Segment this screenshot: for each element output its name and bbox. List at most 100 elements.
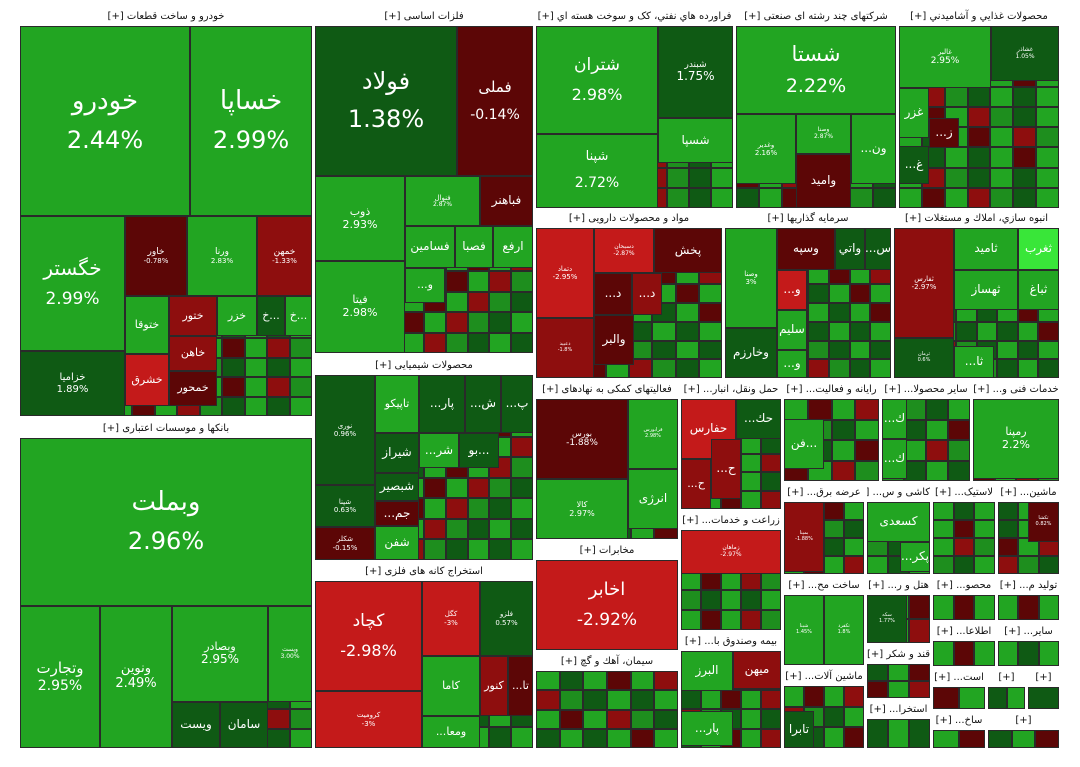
stock-tile[interactable]: کسعدی — [867, 502, 930, 542]
sector-otherprod[interactable]: سایر محصولا... [+] ...ك ...ك — [882, 381, 970, 481]
company-cell[interactable] — [630, 671, 655, 691]
sector-header[interactable]: حمل ونقل، انبار... [+] — [681, 381, 781, 399]
sector-header[interactable]: سیمان، آهك و گچ [+] — [536, 653, 678, 671]
sector-auto[interactable]: خودرو و ساخت قطعات [+] خودرو 2.44% خساپا 2.9… — [20, 8, 312, 416]
company-cell[interactable] — [804, 686, 824, 707]
company-cell[interactable] — [761, 728, 781, 748]
company-cell[interactable] — [1018, 556, 1039, 574]
company-cell[interactable] — [926, 419, 948, 440]
company-cell[interactable] — [489, 727, 512, 748]
sector-header[interactable]: محصولات غذايي و آشاميدني [+] — [899, 8, 1059, 26]
company-cell[interactable] — [990, 187, 1014, 208]
company-cell[interactable] — [855, 460, 879, 481]
company-cell[interactable] — [974, 641, 995, 666]
company-cell[interactable] — [873, 187, 896, 208]
stock-tile[interactable]: ثامید — [954, 228, 1018, 270]
company-cell[interactable] — [824, 706, 844, 728]
company-cell[interactable] — [559, 709, 584, 729]
stock-tile[interactable]: ...و — [777, 270, 807, 310]
sector-header[interactable]: است... [+] — [933, 669, 985, 687]
company-cell[interactable] — [808, 321, 829, 341]
company-cell[interactable] — [904, 460, 926, 481]
company-cell[interactable] — [850, 187, 874, 208]
company-cell[interactable] — [424, 498, 446, 519]
sector-info[interactable]: اطلاعا... [+] — [933, 623, 995, 666]
sector-pharma[interactable]: مواد و محصولات دارویی [+] دتماد -2.95% دسبح… — [536, 210, 722, 378]
stock-tile[interactable]: خمحور — [169, 371, 217, 406]
company-cell[interactable] — [1036, 106, 1059, 128]
company-cell[interactable] — [445, 539, 468, 560]
sector-header[interactable]: بانکها و موسسات اعتباری [+] — [20, 420, 312, 438]
company-cell[interactable] — [849, 284, 871, 303]
company-cell[interactable] — [909, 664, 930, 681]
stock-tile[interactable]: ...ح — [711, 439, 741, 499]
stock-tile[interactable]: شبندر 1.75% — [658, 26, 733, 118]
company-cell[interactable] — [424, 518, 446, 540]
sector-header[interactable]: محصو... [+] — [933, 577, 995, 595]
company-cell[interactable] — [855, 440, 879, 461]
stock-tile[interactable]: خاهن — [169, 336, 217, 371]
stock-tile[interactable]: شفن — [375, 526, 419, 560]
stock-tile[interactable]: فسامین — [405, 226, 455, 268]
company-cell[interactable] — [1036, 86, 1059, 107]
company-cell[interactable] — [698, 340, 722, 360]
company-cell[interactable] — [953, 595, 975, 620]
sector-header[interactable]: [+] — [1028, 669, 1059, 687]
stock-tile[interactable]: وپست 3.00% — [268, 606, 312, 702]
stock-tile[interactable]: ثغرب — [1018, 228, 1059, 270]
company-cell[interactable] — [741, 610, 761, 630]
company-cell[interactable] — [824, 502, 844, 520]
stock-tile[interactable]: فلزو 0.57% — [480, 581, 533, 656]
company-cell[interactable] — [267, 338, 290, 358]
sector-header[interactable]: تولید م... [+] — [998, 577, 1059, 595]
company-cell[interactable] — [667, 187, 690, 208]
sector-header[interactable]: [+] — [988, 669, 1025, 687]
company-cell[interactable] — [849, 303, 871, 322]
sector-header[interactable]: رایانه و فعالیت... [+] — [784, 381, 879, 399]
company-cell[interactable] — [953, 538, 975, 556]
company-cell[interactable] — [289, 338, 312, 358]
stock-tile[interactable]: فملی -0.14% — [457, 26, 533, 176]
company-cell[interactable] — [511, 271, 533, 292]
company-cell[interactable] — [536, 671, 560, 691]
company-cell[interactable] — [988, 687, 1007, 709]
company-cell[interactable] — [630, 709, 655, 729]
sector-header[interactable]: سایر محصولا... [+] — [882, 381, 970, 399]
company-cell[interactable] — [909, 681, 930, 698]
company-cell[interactable] — [536, 728, 560, 748]
stock-tile[interactable]: شیراز — [375, 433, 419, 473]
company-cell[interactable] — [761, 689, 781, 710]
company-cell[interactable] — [1038, 340, 1059, 360]
company-cell[interactable] — [904, 419, 926, 440]
company-cell[interactable] — [467, 312, 490, 333]
company-cell[interactable] — [698, 284, 722, 303]
company-cell[interactable] — [1013, 86, 1037, 107]
company-cell[interactable] — [844, 556, 864, 574]
company-cell[interactable] — [959, 730, 985, 748]
company-cell[interactable] — [831, 440, 856, 461]
company-cell[interactable] — [824, 727, 844, 748]
company-cell[interactable] — [926, 399, 948, 420]
company-cell[interactable] — [583, 709, 607, 729]
company-cell[interactable] — [1036, 147, 1059, 168]
company-cell[interactable] — [289, 728, 312, 748]
stock-tile[interactable]: کالا 2.97% — [536, 479, 628, 539]
company-cell[interactable] — [761, 454, 781, 473]
company-cell[interactable] — [489, 498, 512, 519]
stock-tile[interactable]: کنور — [480, 656, 508, 716]
company-cell[interactable] — [870, 321, 891, 341]
company-cell[interactable] — [675, 321, 699, 341]
company-cell[interactable] — [741, 590, 761, 610]
company-cell[interactable] — [445, 477, 468, 499]
sector-hotel[interactable]: هتل و ر... [+] سکه 1.77% — [867, 577, 930, 643]
company-cell[interactable] — [944, 86, 968, 107]
company-cell[interactable] — [855, 419, 879, 440]
company-cell[interactable] — [1011, 730, 1036, 748]
company-cell[interactable] — [959, 687, 985, 709]
company-cell[interactable] — [808, 359, 829, 378]
company-cell[interactable] — [967, 86, 991, 107]
company-cell[interactable] — [689, 187, 712, 208]
company-cell[interactable] — [652, 340, 676, 360]
sector-header[interactable]: خودرو و ساخت قطعات [+] — [20, 8, 312, 26]
company-cell[interactable] — [844, 706, 864, 728]
